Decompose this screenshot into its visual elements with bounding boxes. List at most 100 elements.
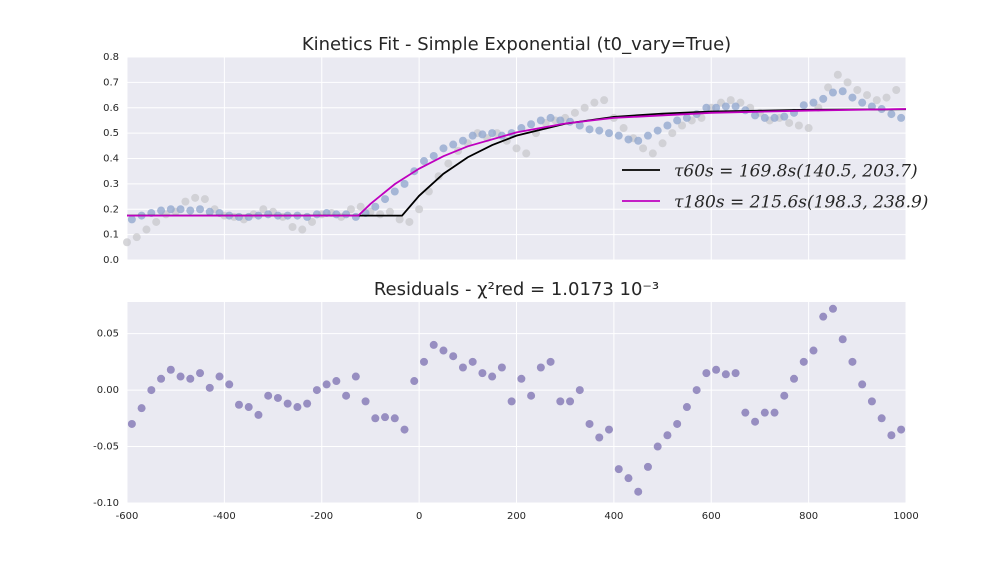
data-point [381,195,390,204]
data-point [546,357,555,366]
data-point [887,431,896,440]
data-point [478,369,487,378]
data-point [488,129,497,138]
data-point [658,139,667,148]
data-point [799,101,808,110]
data-point [663,431,672,440]
data-point [166,205,175,214]
data-point [751,111,760,120]
data-point [858,380,867,389]
y-tick-label: 0.5 [103,128,119,139]
x-tick-label: 800 [799,511,818,522]
data-point [751,417,760,426]
data-point [176,205,185,214]
data-point [804,124,813,133]
data-point [643,131,652,140]
chart-title: Kinetics Fit - Simple Exponential (t0_va… [302,34,731,55]
data-point [147,386,156,395]
data-point [575,121,584,130]
data-point [395,215,404,224]
data-point [721,102,730,111]
data-point [196,205,205,214]
data-point [181,197,190,206]
x-tick-label: 600 [702,511,721,522]
data-point [692,386,701,395]
data-point [458,363,467,372]
y-tick-label: 0.4 [103,154,119,165]
data-point [293,403,302,412]
data-point [838,335,847,344]
data-point [682,403,691,412]
data-point [809,98,818,107]
data-point [468,357,477,366]
data-point [405,217,414,226]
x-tick-label: 200 [507,511,526,522]
data-point [205,383,214,392]
data-point [843,78,852,87]
data-point [619,124,628,133]
data-point [634,136,643,145]
data-point [663,121,672,130]
data-point [580,103,589,112]
data-point [244,212,253,221]
data-point [439,346,448,355]
data-point [390,187,399,196]
data-point [848,357,857,366]
data-point [585,125,594,134]
y-tick-label: 0.2 [103,204,119,215]
data-point [298,225,307,234]
data-point [259,205,268,214]
data-point [497,363,506,372]
data-point [833,70,842,79]
data-point [702,369,711,378]
data-point [342,210,351,219]
data-point [410,377,419,386]
data-point [312,210,321,219]
data-point [819,312,828,321]
data-point [809,346,818,355]
y-tick-label: -0.05 [93,442,119,453]
data-point [419,357,428,366]
data-point [254,410,263,419]
fit-line [127,108,907,217]
data-point [614,465,623,474]
data-point [517,374,526,383]
data-point [892,85,901,94]
data-point [867,102,876,111]
data-point [400,179,409,188]
data-point [273,393,282,402]
data-point [828,88,837,97]
data-point [439,144,448,153]
data-point [877,414,886,423]
fit-line [127,108,907,217]
data-point [741,408,750,417]
data-point [556,116,565,125]
data-point [312,386,321,395]
y-tick-label: 0.7 [103,77,119,88]
chart-title: Residuals - χ²red = 1.0173 10⁻³ [374,279,659,300]
data-point [356,202,365,211]
data-point [702,103,711,112]
y-tick-label: -0.10 [93,498,119,509]
x-tick-label: 1000 [893,511,918,522]
y-tick-label: 0.3 [103,179,119,190]
x-tick-label: -400 [213,511,236,522]
data-point [897,113,906,122]
data-point [731,369,740,378]
data-point [678,121,687,130]
data-point [770,113,779,122]
data-point [731,102,740,111]
data-point [648,149,657,158]
data-point [872,96,881,105]
data-point [444,159,453,168]
data-point [517,124,526,133]
data-point [264,210,273,219]
data-point [682,113,691,122]
data-point [595,433,604,442]
y-tick-label: 0.6 [103,103,119,114]
data-point [790,374,799,383]
data-point [371,414,380,423]
data-point [780,112,789,121]
data-point [760,113,769,122]
